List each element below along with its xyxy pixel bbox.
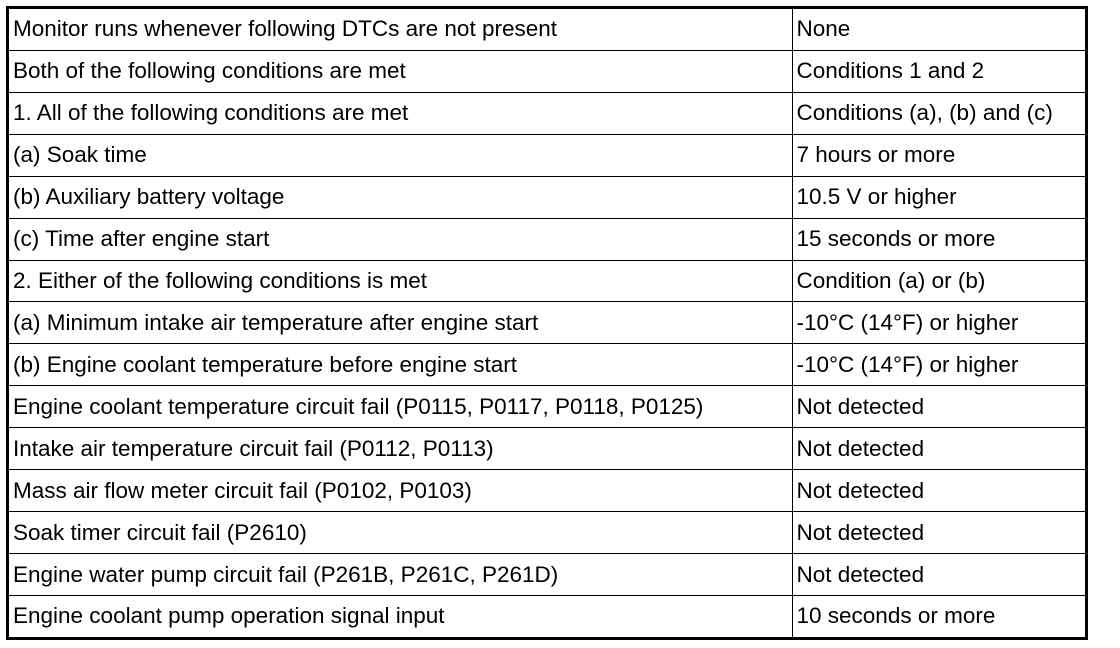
condition-cell: Mass air flow meter circuit fail (P0102,…	[9, 469, 793, 513]
monitor-conditions-table: Monitor runs whenever following DTCs are…	[9, 9, 1085, 637]
condition-cell: Engine water pump circuit fail (P261B, P…	[9, 553, 793, 597]
condition-cell: Monitor runs whenever following DTCs are…	[9, 9, 793, 51]
value-cell: 10.5 V or higher	[791, 175, 1085, 219]
value-cell: Conditions (a), (b) and (c)	[791, 91, 1085, 135]
table-row: Intake air temperature circuit fail (P01…	[9, 427, 1085, 471]
table-row: 1. All of the following conditions are m…	[9, 91, 1085, 135]
table-row: Engine water pump circuit fail (P261B, P…	[9, 553, 1085, 597]
condition-cell: Intake air temperature circuit fail (P01…	[9, 427, 793, 471]
condition-cell: Soak timer circuit fail (P2610)	[9, 511, 793, 555]
table-row: Engine coolant temperature circuit fail …	[9, 385, 1085, 429]
table-row: Mass air flow meter circuit fail (P0102,…	[9, 469, 1085, 513]
value-cell: -10°C (14°F) or higher	[791, 343, 1085, 387]
value-cell: Not detected	[791, 427, 1085, 471]
value-cell: 7 hours or more	[791, 133, 1085, 177]
value-cell: 10 seconds or more	[791, 595, 1085, 637]
condition-cell: Both of the following conditions are met	[9, 49, 793, 93]
value-cell: 15 seconds or more	[791, 217, 1085, 261]
table-row: Monitor runs whenever following DTCs are…	[9, 9, 1085, 51]
table-row: Soak timer circuit fail (P2610) Not dete…	[9, 511, 1085, 555]
value-cell: -10°C (14°F) or higher	[791, 301, 1085, 345]
table-row: (c) Time after engine start 15 seconds o…	[9, 217, 1085, 261]
condition-cell: (a) Minimum intake air temperature after…	[9, 301, 793, 345]
table-row: Engine coolant pump operation signal inp…	[9, 595, 1085, 637]
table-row: (a) Minimum intake air temperature after…	[9, 301, 1085, 345]
table-row: (b) Engine coolant temperature before en…	[9, 343, 1085, 387]
condition-cell: Engine coolant pump operation signal inp…	[9, 595, 793, 637]
condition-cell: (c) Time after engine start	[9, 217, 793, 261]
table-row: (b) Auxiliary battery voltage 10.5 V or …	[9, 175, 1085, 219]
value-cell: Condition (a) or (b)	[791, 259, 1085, 303]
table-row: Both of the following conditions are met…	[9, 49, 1085, 93]
value-cell: Not detected	[791, 385, 1085, 429]
condition-cell: (b) Auxiliary battery voltage	[9, 175, 793, 219]
condition-cell: 2. Either of the following conditions is…	[9, 259, 793, 303]
value-cell: Not detected	[791, 511, 1085, 555]
value-cell: Not detected	[791, 469, 1085, 513]
value-cell: Conditions 1 and 2	[791, 49, 1085, 93]
value-cell: Not detected	[791, 553, 1085, 597]
condition-cell: (a) Soak time	[9, 133, 793, 177]
table-row: 2. Either of the following conditions is…	[9, 259, 1085, 303]
table-row: (a) Soak time 7 hours or more	[9, 133, 1085, 177]
condition-cell: (b) Engine coolant temperature before en…	[9, 343, 793, 387]
condition-cell: Engine coolant temperature circuit fail …	[9, 385, 793, 429]
value-cell: None	[791, 9, 1085, 51]
conditions-table-frame: Monitor runs whenever following DTCs are…	[6, 6, 1088, 640]
condition-cell: 1. All of the following conditions are m…	[9, 91, 793, 135]
